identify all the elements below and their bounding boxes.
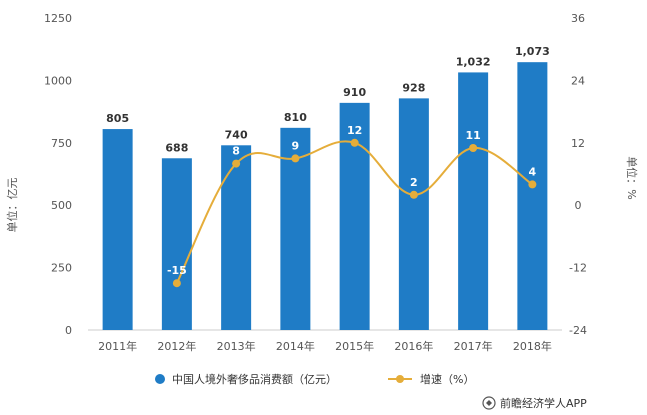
growth-point: [232, 159, 241, 168]
growth-point: [172, 279, 181, 288]
y-tick-label: 500: [51, 199, 72, 212]
growth-point: [291, 154, 300, 163]
line-series: -15 8 9 12 2 11 4: [167, 124, 537, 288]
growth-value-label: 12: [347, 124, 362, 137]
x-tick-label: 2015年: [335, 339, 374, 353]
y-tick-label: 750: [51, 137, 72, 150]
y2-tick-label: -12: [569, 262, 587, 275]
growth-point: [528, 180, 537, 189]
growth-point: [469, 144, 478, 152]
x-tick-label: 2017年: [454, 339, 493, 353]
bar: [339, 102, 370, 330]
growth-value-label: 8: [232, 145, 240, 158]
y-tick-label: 1000: [44, 74, 72, 87]
bar-value-label: 805: [106, 112, 129, 125]
growth-value-label: -15: [167, 264, 187, 277]
growth-value-label: 9: [292, 139, 300, 152]
app-logo-icon: [482, 396, 496, 410]
bar: [398, 98, 429, 330]
legend: 中国人境外奢侈品消费额（亿元） 增速（%）: [155, 372, 474, 386]
x-tick-label: 2013年: [217, 339, 256, 353]
legend-line-marker: [396, 375, 404, 383]
bar: [161, 158, 192, 330]
bar-value-label: 810: [284, 111, 307, 124]
legend-bar-label: 中国人境外奢侈品消费额（亿元）: [172, 372, 337, 386]
growth-value-label: 4: [529, 165, 537, 178]
bar: [221, 145, 252, 330]
y2-tick-label: 24: [571, 74, 585, 87]
x-tick-label: 2016年: [394, 339, 433, 353]
y-axis-label: 单位：亿元: [5, 178, 19, 233]
bar: [458, 72, 489, 330]
y-tick-label: 1250: [44, 12, 72, 25]
growth-point: [409, 190, 418, 199]
bar-labels: 805 688 740 810 910 928 1,032 1,073: [106, 45, 550, 154]
y2-tick-label: 12: [571, 137, 585, 150]
source-credit: 前瞻经济学人APP: [482, 396, 587, 410]
right-axis-ticks: -24 -12 0 12 24 36: [569, 12, 587, 337]
app-logo-icon-mark: [486, 400, 492, 406]
bar-value-label: 740: [225, 128, 248, 141]
y2-axis-label: 单位：%: [625, 156, 639, 199]
bar-value-label: 688: [165, 141, 188, 154]
growth-value-label: 2: [410, 176, 418, 189]
x-tick-label: 2011年: [98, 339, 137, 353]
x-tick-label: 2012年: [157, 339, 196, 353]
x-tick-label: 2014年: [276, 339, 315, 353]
y-tick-label: 250: [51, 262, 72, 275]
y2-tick-label: -24: [569, 324, 587, 337]
bar: [102, 129, 133, 330]
bar-value-label: 1,073: [515, 45, 550, 58]
bar-series: [102, 62, 548, 330]
bar-value-label: 910: [343, 86, 366, 99]
bar: [517, 62, 548, 330]
bar-value-label: 928: [402, 81, 425, 94]
growth-value-label: 11: [465, 129, 480, 142]
left-axis-ticks: 0 250 500 750 1000 1250: [44, 12, 72, 337]
y2-tick-label: 0: [575, 199, 582, 212]
bar-value-label: 1,032: [456, 55, 491, 68]
legend-line-label: 增速（%）: [420, 372, 474, 386]
x-axis-ticks: 2011年 2012年 2013年 2014年 2015年 2016年 2017年 2018年: [98, 339, 552, 353]
y-tick-label: 0: [65, 324, 72, 337]
y2-tick-label: 36: [571, 12, 585, 25]
growth-point: [350, 138, 359, 147]
x-tick-label: 2018年: [513, 339, 552, 353]
source-text: 前瞻经济学人APP: [500, 396, 587, 410]
legend-bar-marker: [155, 374, 165, 384]
